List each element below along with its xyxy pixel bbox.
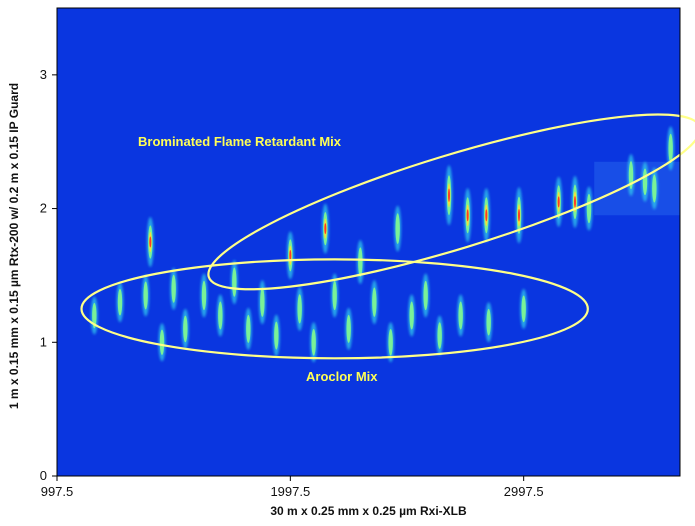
peak-aroclor-14: [310, 322, 318, 363]
axes: 997.5 1997.5 2997.5 0 1 2 3: [40, 7, 681, 499]
peak-aroclor-11: [258, 280, 266, 325]
label-brominated-flame-retardant-mix: Brominated Flame Retardant Mix: [138, 134, 342, 149]
peak-aroclor-6: [181, 308, 189, 349]
peak-aroclor-10: [244, 307, 252, 350]
peak-bfr-1: [146, 217, 154, 267]
peak-bfr-4: [356, 240, 364, 285]
peak-aroclor-24: [520, 288, 528, 329]
peak-bfr-7: [464, 188, 472, 243]
peak-aroclor-12: [272, 314, 280, 357]
peak-bfr-15: [650, 167, 658, 210]
peak-bfr-5: [394, 205, 402, 252]
peak-bfr-14: [641, 161, 649, 202]
peak-aroclor-9: [230, 260, 238, 305]
plot-background: [57, 8, 680, 476]
peak-aroclor-21: [436, 315, 444, 356]
y-axis-title: 1 m x 0.15 mm x 0.15 µm Rtx-200 w/ 0.2 m…: [7, 83, 21, 409]
y-tick-label: 3: [40, 67, 47, 82]
ellipse-bfr: [207, 113, 695, 291]
peak-aroclor-3: [142, 274, 150, 317]
column-bleed-band: [594, 161, 680, 216]
y-tick-label: 2: [40, 201, 47, 216]
x-tick-label: 2997.5: [504, 484, 544, 499]
y-tick-label: 1: [40, 334, 47, 349]
peak-aroclor-19: [408, 294, 416, 337]
ellipse-aroclor: [80, 258, 589, 360]
peak-aroclor-23: [485, 302, 493, 343]
peak-bfr-12: [585, 186, 593, 231]
peak-bfr-10: [555, 176, 563, 227]
group-annotations: Brominated Flame Retardant Mix Aroclor Mi…: [138, 134, 378, 384]
x-axis-title: 30 m x 0.25 mm x 0.25 µm Rxi-XLB: [270, 504, 467, 518]
peak-aroclor-8: [216, 294, 224, 337]
peak-bfr-3: [321, 203, 329, 254]
peak-bfr-6: [445, 165, 453, 226]
x-tick-label: 997.5: [41, 484, 74, 499]
peak-aroclor-13: [296, 286, 304, 331]
peak-bfr-13: [627, 154, 635, 197]
plot-frame: [56, 7, 681, 477]
peak-aroclor-15: [331, 273, 339, 318]
peak-aroclor-7: [200, 273, 208, 318]
peak-aroclor-4: [158, 323, 166, 362]
peak-aroclor-20: [422, 273, 430, 318]
peak-aroclor-22: [457, 294, 465, 337]
y-tick-label: 0: [40, 468, 47, 483]
peak-aroclor-5: [170, 267, 178, 310]
peak-bfr-8: [482, 188, 490, 243]
peaks-layer: [90, 126, 675, 363]
peak-bfr-2: [286, 231, 294, 280]
group-ellipses: [80, 113, 695, 360]
peak-aroclor-17: [370, 280, 378, 325]
peak-aroclor-2: [116, 282, 124, 323]
peak-aroclor-16: [345, 307, 353, 350]
label-aroclor-mix: Aroclor Mix: [306, 369, 378, 384]
peak-aroclor-1: [90, 296, 98, 335]
x-tick-label: 1997.5: [270, 484, 310, 499]
peak-aroclor-18: [387, 322, 395, 363]
peak-bfr-11: [571, 175, 579, 228]
peak-bfr-9: [515, 187, 523, 244]
